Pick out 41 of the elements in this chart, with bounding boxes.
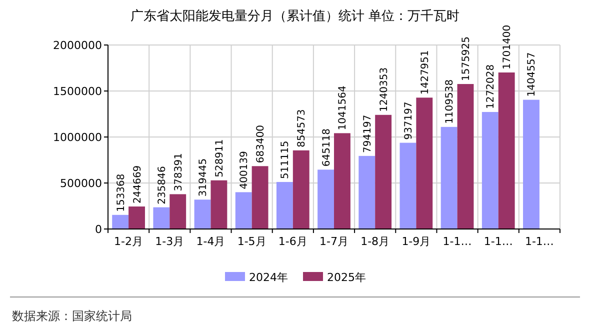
data-label: 244669 (132, 165, 144, 204)
x-tick-label: 1-6月 (278, 235, 308, 248)
data-label: 1041564 (338, 86, 349, 130)
x-tick-label: 1-3月 (155, 235, 184, 248)
y-tick-label: 1500000 (53, 85, 102, 98)
source-note: 数据来源：国家统计局 (12, 309, 132, 323)
x-tick-label: 1-5月 (237, 235, 266, 248)
data-label: 1404557 (526, 52, 538, 97)
x-tick-label: 1-2月 (114, 235, 144, 248)
data-label: 683400 (256, 124, 267, 164)
x-tick-label: 1-1… (484, 235, 513, 248)
data-label: 1240353 (378, 67, 390, 112)
legend-label: 2025年 (327, 271, 366, 284)
x-tick-label: 1-4月 (196, 235, 226, 248)
x-tick-label: 1-7月 (320, 235, 348, 248)
legend-label: 2024年 (249, 271, 288, 284)
x-tick-label: 1-1… (442, 235, 472, 248)
y-tick-label: 1000000 (53, 131, 102, 144)
x-tick-label: 1-8月 (360, 235, 390, 248)
data-label: 400139 (239, 151, 250, 190)
y-tick-label: 2000000 (53, 39, 102, 52)
data-label: 511115 (280, 140, 292, 179)
chart-title: 广东省太阳能发电量分月（累计值）统计 单位：万千瓦时 (130, 9, 460, 24)
data-label: 528911 (214, 139, 226, 178)
y-tick-label: 500000 (60, 177, 102, 190)
x-tick-label: 1-1… (524, 235, 554, 248)
data-label: 378391 (173, 153, 184, 192)
data-label: 854573 (296, 109, 308, 148)
data-label: 319445 (198, 158, 210, 197)
data-label: 794197 (362, 114, 374, 153)
data-label: 1272028 (486, 64, 497, 109)
data-label: 153368 (116, 174, 127, 212)
data-label: 1427951 (420, 50, 431, 95)
data-label: 1701400 (502, 24, 514, 70)
data-label: 1109538 (444, 79, 456, 124)
y-tick-label: 0 (95, 223, 102, 236)
data-label: 235846 (156, 166, 168, 204)
x-tick-label: 1-9月 (402, 235, 431, 248)
data-label: 1575925 (460, 36, 472, 82)
data-label: 645118 (321, 128, 332, 167)
data-label: 937197 (403, 102, 414, 140)
